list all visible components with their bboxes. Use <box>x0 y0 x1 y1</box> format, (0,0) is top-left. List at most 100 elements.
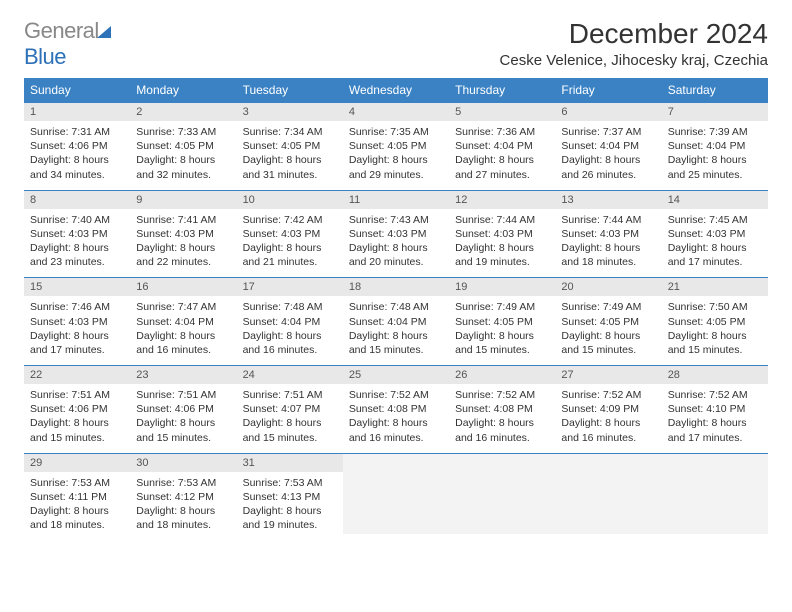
sunset-line: Sunset: 4:04 PM <box>561 139 655 153</box>
day-number: 13 <box>555 191 661 209</box>
calendar-cell: 10Sunrise: 7:42 AMSunset: 4:03 PMDayligh… <box>237 190 343 278</box>
calendar-week-row: 29Sunrise: 7:53 AMSunset: 4:11 PMDayligh… <box>24 453 768 540</box>
sunrise-line: Sunrise: 7:51 AM <box>136 388 230 402</box>
sunrise-line: Sunrise: 7:49 AM <box>455 300 549 314</box>
daylight-line: Daylight: 8 hours and 15 minutes. <box>455 329 549 357</box>
calendar-cell: 31Sunrise: 7:53 AMSunset: 4:13 PMDayligh… <box>237 453 343 540</box>
month-title: December 2024 <box>500 18 768 50</box>
calendar-cell: 4Sunrise: 7:35 AMSunset: 4:05 PMDaylight… <box>343 103 449 191</box>
calendar-cell: 1Sunrise: 7:31 AMSunset: 4:06 PMDaylight… <box>24 103 130 191</box>
day-body: Sunrise: 7:52 AMSunset: 4:09 PMDaylight:… <box>555 384 661 453</box>
calendar-cell: 19Sunrise: 7:49 AMSunset: 4:05 PMDayligh… <box>449 278 555 366</box>
calendar-cell <box>555 453 661 540</box>
calendar-cell: 21Sunrise: 7:50 AMSunset: 4:05 PMDayligh… <box>662 278 768 366</box>
sunrise-line: Sunrise: 7:44 AM <box>455 213 549 227</box>
sunrise-line: Sunrise: 7:53 AM <box>136 476 230 490</box>
sunrise-line: Sunrise: 7:51 AM <box>243 388 337 402</box>
day-body: Sunrise: 7:51 AMSunset: 4:07 PMDaylight:… <box>237 384 343 453</box>
day-body-empty <box>449 472 555 534</box>
logo-part1: General <box>24 18 99 43</box>
day-header: Saturday <box>662 78 768 103</box>
daylight-line: Daylight: 8 hours and 16 minutes. <box>561 416 655 444</box>
sunset-line: Sunset: 4:10 PM <box>668 402 762 416</box>
sunset-line: Sunset: 4:03 PM <box>136 227 230 241</box>
calendar-cell <box>449 453 555 540</box>
calendar-cell: 5Sunrise: 7:36 AMSunset: 4:04 PMDaylight… <box>449 103 555 191</box>
logo: General Blue <box>24 18 111 70</box>
calendar-cell: 16Sunrise: 7:47 AMSunset: 4:04 PMDayligh… <box>130 278 236 366</box>
calendar-cell: 11Sunrise: 7:43 AMSunset: 4:03 PMDayligh… <box>343 190 449 278</box>
calendar-body: 1Sunrise: 7:31 AMSunset: 4:06 PMDaylight… <box>24 103 768 541</box>
daylight-line: Daylight: 8 hours and 17 minutes. <box>668 416 762 444</box>
day-number: 27 <box>555 366 661 384</box>
day-body: Sunrise: 7:41 AMSunset: 4:03 PMDaylight:… <box>130 209 236 278</box>
calendar-cell: 24Sunrise: 7:51 AMSunset: 4:07 PMDayligh… <box>237 366 343 454</box>
calendar-cell: 14Sunrise: 7:45 AMSunset: 4:03 PMDayligh… <box>662 190 768 278</box>
day-body-empty <box>555 472 661 534</box>
calendar-cell: 29Sunrise: 7:53 AMSunset: 4:11 PMDayligh… <box>24 453 130 540</box>
sunset-line: Sunset: 4:03 PM <box>668 227 762 241</box>
sunrise-line: Sunrise: 7:52 AM <box>455 388 549 402</box>
calendar-cell: 13Sunrise: 7:44 AMSunset: 4:03 PMDayligh… <box>555 190 661 278</box>
calendar-cell: 30Sunrise: 7:53 AMSunset: 4:12 PMDayligh… <box>130 453 236 540</box>
sunrise-line: Sunrise: 7:52 AM <box>349 388 443 402</box>
day-number: 20 <box>555 278 661 296</box>
sunrise-line: Sunrise: 7:35 AM <box>349 125 443 139</box>
day-number: 24 <box>237 366 343 384</box>
day-body: Sunrise: 7:46 AMSunset: 4:03 PMDaylight:… <box>24 296 130 365</box>
calendar-cell: 17Sunrise: 7:48 AMSunset: 4:04 PMDayligh… <box>237 278 343 366</box>
sunrise-line: Sunrise: 7:36 AM <box>455 125 549 139</box>
sunset-line: Sunset: 4:07 PM <box>243 402 337 416</box>
sunrise-line: Sunrise: 7:45 AM <box>668 213 762 227</box>
daylight-line: Daylight: 8 hours and 22 minutes. <box>136 241 230 269</box>
sunset-line: Sunset: 4:13 PM <box>243 490 337 504</box>
day-body: Sunrise: 7:53 AMSunset: 4:12 PMDaylight:… <box>130 472 236 541</box>
daylight-line: Daylight: 8 hours and 15 minutes. <box>30 416 124 444</box>
sunrise-line: Sunrise: 7:31 AM <box>30 125 124 139</box>
sunrise-line: Sunrise: 7:40 AM <box>30 213 124 227</box>
sunset-line: Sunset: 4:08 PM <box>349 402 443 416</box>
daylight-line: Daylight: 8 hours and 15 minutes. <box>136 416 230 444</box>
sunset-line: Sunset: 4:11 PM <box>30 490 124 504</box>
sunrise-line: Sunrise: 7:50 AM <box>668 300 762 314</box>
sunrise-line: Sunrise: 7:47 AM <box>136 300 230 314</box>
daylight-line: Daylight: 8 hours and 15 minutes. <box>668 329 762 357</box>
day-body: Sunrise: 7:34 AMSunset: 4:05 PMDaylight:… <box>237 121 343 190</box>
day-number: 25 <box>343 366 449 384</box>
sunset-line: Sunset: 4:05 PM <box>349 139 443 153</box>
day-number: 10 <box>237 191 343 209</box>
sunrise-line: Sunrise: 7:53 AM <box>30 476 124 490</box>
daylight-line: Daylight: 8 hours and 19 minutes. <box>455 241 549 269</box>
daylight-line: Daylight: 8 hours and 17 minutes. <box>30 329 124 357</box>
day-number: 31 <box>237 454 343 472</box>
sunset-line: Sunset: 4:05 PM <box>136 139 230 153</box>
day-body: Sunrise: 7:49 AMSunset: 4:05 PMDaylight:… <box>449 296 555 365</box>
day-number: 3 <box>237 103 343 121</box>
day-number: 9 <box>130 191 236 209</box>
sunset-line: Sunset: 4:06 PM <box>136 402 230 416</box>
day-body: Sunrise: 7:31 AMSunset: 4:06 PMDaylight:… <box>24 121 130 190</box>
day-body: Sunrise: 7:40 AMSunset: 4:03 PMDaylight:… <box>24 209 130 278</box>
day-body: Sunrise: 7:44 AMSunset: 4:03 PMDaylight:… <box>555 209 661 278</box>
daylight-line: Daylight: 8 hours and 16 minutes. <box>455 416 549 444</box>
day-body: Sunrise: 7:44 AMSunset: 4:03 PMDaylight:… <box>449 209 555 278</box>
daylight-line: Daylight: 8 hours and 15 minutes. <box>349 329 443 357</box>
day-number-empty <box>449 454 555 472</box>
day-number: 21 <box>662 278 768 296</box>
day-number: 2 <box>130 103 236 121</box>
title-block: December 2024 Ceske Velenice, Jihocesky … <box>500 18 768 69</box>
calendar-cell: 25 Sunrise: 7:52 AMSunset: 4:08 PMDayligh… <box>343 366 449 454</box>
daylight-line: Daylight: 8 hours and 16 minutes. <box>136 329 230 357</box>
calendar-table: SundayMondayTuesdayWednesdayThursdayFrid… <box>24 78 768 540</box>
sunrise-line: Sunrise: 7:39 AM <box>668 125 762 139</box>
sunrise-line: Sunrise: 7:46 AM <box>30 300 124 314</box>
daylight-line: Daylight: 8 hours and 16 minutes. <box>349 416 443 444</box>
sunset-line: Sunset: 4:03 PM <box>349 227 443 241</box>
calendar-cell: 12Sunrise: 7:44 AMSunset: 4:03 PMDayligh… <box>449 190 555 278</box>
day-header: Tuesday <box>237 78 343 103</box>
day-number: 30 <box>130 454 236 472</box>
day-body-empty <box>662 472 768 534</box>
sunset-line: Sunset: 4:04 PM <box>136 315 230 329</box>
day-number: 22 <box>24 366 130 384</box>
day-number: 8 <box>24 191 130 209</box>
